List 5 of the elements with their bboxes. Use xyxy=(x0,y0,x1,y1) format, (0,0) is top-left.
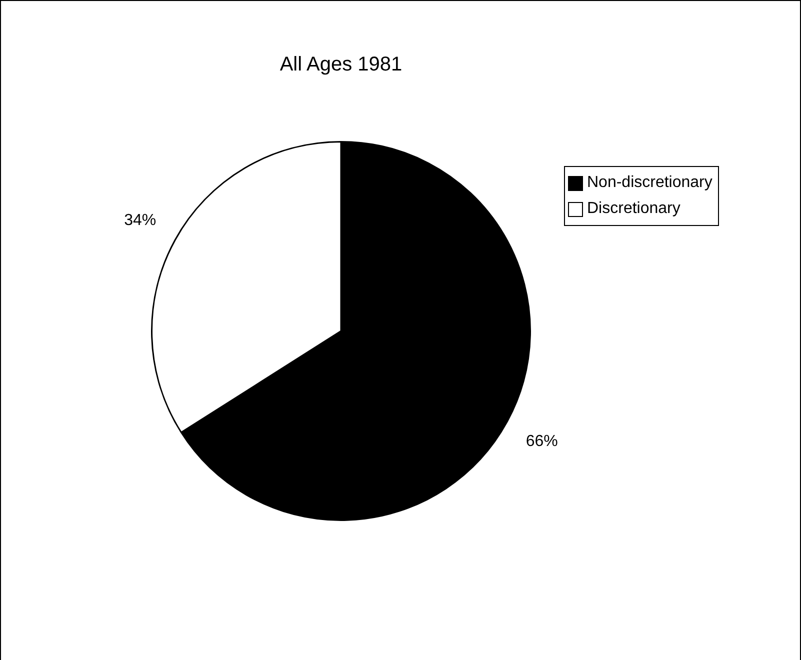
legend-label: Non-discretionary xyxy=(587,173,712,193)
chart-title: All Ages 1981 xyxy=(280,54,402,76)
data-label: 34% xyxy=(124,212,156,229)
data-label: 66% xyxy=(526,432,558,450)
legend-label: Discretionary xyxy=(587,199,680,219)
